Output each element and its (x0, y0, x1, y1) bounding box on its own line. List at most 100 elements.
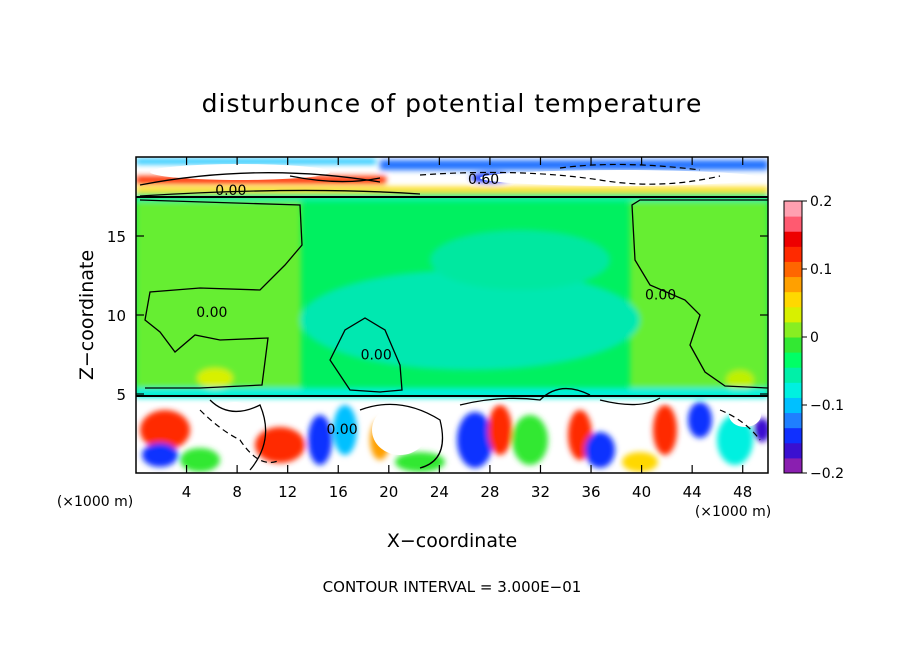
x-tick-label: 40 (632, 483, 651, 501)
y-tick-label: 15 (107, 228, 126, 246)
contour-top-3 (289, 175, 381, 183)
contour-label: 0.00 (326, 422, 357, 438)
field-bottom-red-5 (653, 405, 677, 455)
contour-bottom-3 (459, 388, 591, 406)
x-tick-label: 4 (182, 483, 192, 501)
contour-top-2 (139, 189, 421, 197)
contour-top-dashed-2 (559, 163, 701, 171)
contour-bottom-4 (599, 397, 661, 406)
x-tick-label: 48 (733, 483, 752, 501)
contour-label: 0.00 (361, 348, 392, 364)
colorbar-segment (784, 261, 802, 278)
field-bottom-blue-2 (308, 415, 332, 465)
field-top-green-band (136, 193, 768, 197)
x-tick-label: 36 (581, 483, 600, 501)
colorbar-segment (784, 337, 802, 353)
x-tick-label: 24 (430, 483, 449, 501)
colorbar-axis: 0.2 0.1 0 −0.1 −0.2 (802, 194, 844, 482)
x-tick-label: 44 (683, 483, 702, 501)
field-bottom-green-3 (395, 452, 445, 472)
field-bottom-blue-5 (688, 402, 712, 438)
field-bottom-white-2 (213, 402, 257, 438)
x-unit-left: (×1000 m) (57, 494, 133, 510)
x-axis: 4 8 12 16 20 24 28 32 36 40 44 48 (182, 157, 752, 501)
colorbar-segment (784, 291, 802, 308)
colorbar-segment (784, 231, 802, 247)
colorbar-segment (784, 442, 802, 459)
contour-top-1 (139, 172, 381, 186)
colorbar-segment (784, 412, 802, 429)
y-axis-label: Z−coordinate (76, 250, 98, 380)
x-axis-label: X−coordinate (387, 530, 517, 552)
field-cyan-center (300, 270, 640, 370)
contour-lines (139, 172, 768, 471)
chart-title: disturbunce of potential temperature (202, 89, 703, 118)
colorbar-segment (784, 397, 802, 414)
x-tick-label: 28 (480, 483, 499, 501)
field-bottom-cyan-2 (717, 415, 753, 465)
contour-bottom-dashed-1 (199, 409, 281, 464)
colorbar-segment (784, 382, 802, 398)
colorbar-segment (784, 246, 802, 262)
x-tick-label: 16 (329, 483, 348, 501)
colorbar-segment (784, 321, 802, 338)
field-bottom-yellow-1 (622, 452, 658, 472)
colorbar-segment (784, 367, 802, 383)
contour-label: 0.00 (215, 183, 246, 199)
contour-top-dashed-1 (419, 171, 721, 185)
x-tick-label: 20 (379, 483, 398, 501)
x-tick-label: 12 (278, 483, 297, 501)
field-top-cyan-band (136, 159, 376, 164)
field-bottom-green-2 (512, 415, 548, 465)
contour-dashed (199, 163, 761, 464)
colorbar-segment (784, 276, 802, 293)
field-bottom-blue-1 (142, 443, 178, 467)
x-unit-right: (×1000 m) (695, 504, 771, 520)
layer-boundary-top (136, 196, 768, 198)
field-bottom-green-1 (180, 448, 220, 472)
contour-bottom-2 (359, 403, 444, 469)
field-bottom-red-1 (140, 410, 190, 450)
footer-text: CONTOUR INTERVAL = 3.000E−01 (323, 578, 582, 596)
field-cyan-band-top (136, 197, 768, 201)
field-yellow-left (197, 368, 233, 388)
field-top-blue-band (380, 160, 768, 170)
colorbar-tick-label: 0.1 (810, 262, 832, 278)
field-top-white-1 (150, 164, 330, 180)
x-tick-label: 8 (232, 483, 242, 501)
colorbar-tick-label: 0 (810, 330, 819, 346)
colorbar-segment (784, 352, 802, 368)
field-bottom-cyan-1 (333, 405, 357, 455)
y-axis: 5 10 15 (107, 228, 768, 404)
contour-bottom-dashed-2 (719, 409, 761, 441)
y-tick-label: 10 (107, 307, 126, 325)
contour-zero-right (631, 199, 768, 389)
plot-area: 0.60 0.00 0.00 0.00 0.00 0.00 (136, 157, 768, 473)
field-top-yellow-band (136, 187, 768, 192)
contour-label: 0.00 (645, 287, 676, 303)
field-cyan-center-2 (430, 230, 610, 290)
field-bottom-white-3 (729, 403, 761, 427)
field-bottom-blue-3 (457, 412, 493, 468)
contour-label: 0.00 (196, 305, 227, 321)
contour-zero-center (329, 317, 403, 393)
colorbar-tick-label: −0.2 (810, 466, 844, 482)
colorbar-tick-label: −0.1 (810, 398, 844, 414)
colorbar-segment (784, 201, 802, 217)
field-top-red-band (136, 176, 386, 184)
field-bottom-red-3 (488, 405, 512, 455)
colorbar-segment (784, 306, 802, 323)
field-bottom-white-1 (372, 405, 428, 455)
x-tick-label: 32 (531, 483, 550, 501)
contour-label-group: 0.60 0.00 0.00 0.00 0.00 0.00 (196, 172, 676, 438)
contour-bottom-1 (209, 399, 267, 471)
colorbar-segment (784, 427, 802, 444)
contour-zero-left (139, 199, 303, 389)
field-yellow-right (726, 370, 754, 390)
y-tick-label: 5 (116, 386, 126, 404)
colorbar-segment (784, 216, 802, 232)
contour-label: 0.60 (468, 172, 499, 188)
field-bottom-blue-4 (585, 432, 615, 468)
